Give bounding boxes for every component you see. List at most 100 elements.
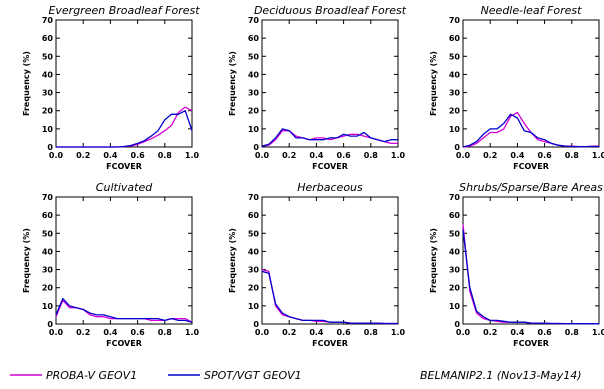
y-axis-label: Frequency (%) [228, 51, 237, 116]
chart-title: Needle-leaf Forest [481, 4, 583, 17]
y-tick-label: 60 [42, 211, 54, 220]
y-tick-label: 50 [248, 52, 260, 61]
x-axis-label: FCOVER [106, 339, 142, 348]
y-tick-label: 60 [248, 211, 260, 220]
x-tick-label: 0.8 [364, 328, 379, 337]
x-tick-label: 1.0 [185, 328, 200, 337]
y-tick-label: 40 [449, 70, 461, 79]
x-tick-label: 0.4 [510, 151, 525, 160]
chart-panel-5: Shrubs/Sparse/Bare Areas 0 10 20 30 40 50 60 70 0… [429, 181, 604, 348]
x-tick-label: 0.2 [282, 328, 296, 337]
legend: PROBA-V GEOV1 SPOT/VGT GEOV1 BELMANIP2.1… [10, 369, 582, 382]
y-tick-label: 20 [248, 284, 260, 293]
y-tick-label: 50 [449, 52, 461, 61]
x-tick-label: 0.0 [456, 328, 471, 337]
x-axis-label: FCOVER [513, 339, 549, 348]
legend-label-spot-vgt: SPOT/VGT GEOV1 [204, 369, 302, 382]
plot-frame [462, 196, 600, 325]
series-line-proba-v [261, 268, 398, 325]
y-tick-label: 40 [248, 70, 260, 79]
y-tick-label: 0 [47, 320, 53, 329]
x-tick-label: 0.0 [456, 151, 471, 160]
chart-title: Evergreen Broadleaf Forest [48, 4, 200, 17]
y-tick-label: 60 [248, 34, 260, 43]
y-tick-label: 20 [42, 284, 54, 293]
legend-label-proba-v: PROBA-V GEOV1 [46, 369, 137, 382]
series-line-spot-vgt [462, 229, 599, 325]
y-tick-label: 70 [248, 193, 260, 202]
x-tick-label: 0.8 [158, 151, 173, 160]
y-tick-label: 10 [42, 125, 54, 134]
y-tick-label: 40 [248, 247, 260, 256]
series-line-spot-vgt [56, 110, 193, 148]
x-tick-label: 0.8 [565, 328, 580, 337]
y-tick-label: 0 [253, 320, 259, 329]
x-tick-label: 0.4 [103, 328, 118, 337]
y-tick-label: 50 [248, 229, 260, 238]
y-tick-label: 20 [449, 107, 461, 116]
y-tick-label: 70 [42, 193, 54, 202]
y-tick-label: 40 [449, 247, 461, 256]
x-tick-label: 0.6 [337, 328, 352, 337]
x-tick-label: 0.6 [131, 328, 146, 337]
x-axis-label: FCOVER [106, 162, 142, 171]
x-tick-label: 0.4 [309, 328, 324, 337]
series-line-spot-vgt [462, 113, 599, 148]
series-line-spot-vgt [55, 297, 193, 323]
x-axis-label: FCOVER [312, 162, 348, 171]
y-tick-label: 0 [253, 143, 259, 152]
chart-panel-2: Needle-leaf Forest 0 10 20 30 40 50 60 70 0.0 0.2 0… [429, 4, 604, 171]
y-tick-label: 70 [449, 16, 461, 25]
chart-title: Cultivated [96, 181, 153, 194]
y-tick-label: 50 [42, 229, 54, 238]
chart-panel-4: Herbaceous 0 10 20 30 40 50 60 70 0.0 0.2 0.4 0.6 0.8… [228, 181, 406, 348]
y-tick-label: 30 [248, 89, 260, 98]
x-tick-label: 0.2 [76, 328, 90, 337]
y-tick-label: 70 [42, 16, 54, 25]
chart-panel-3: Cultivated 0 10 20 30 40 50 60 70 0.0 0.2 0.4 0.6 0.8… [22, 181, 200, 348]
chart-title: Herbaceous [297, 181, 363, 194]
y-tick-label: 30 [449, 266, 461, 275]
plot-frame [462, 19, 600, 148]
y-tick-label: 60 [449, 34, 461, 43]
x-tick-label: 0.2 [282, 151, 296, 160]
series-line-spot-vgt [261, 270, 398, 325]
x-tick-label: 0.4 [309, 151, 324, 160]
x-tick-label: 0.6 [538, 328, 553, 337]
y-tick-label: 30 [449, 89, 461, 98]
x-tick-label: 0.0 [255, 151, 270, 160]
y-tick-label: 0 [454, 320, 460, 329]
plot-frame [55, 19, 193, 148]
x-tick-label: 0.0 [49, 328, 64, 337]
x-tick-label: 0.6 [337, 151, 352, 160]
y-tick-label: 10 [42, 302, 54, 311]
panels: Evergreen Broadleaf Forest 0 10 20 30 40 50 60 7… [22, 4, 604, 348]
x-tick-label: 0.6 [131, 151, 146, 160]
x-tick-label: 0.2 [483, 328, 497, 337]
y-tick-label: 50 [449, 229, 461, 238]
chart-title: Deciduous Broadleaf Forest [254, 4, 407, 17]
y-tick-label: 20 [248, 107, 260, 116]
x-axis-label: FCOVER [312, 339, 348, 348]
series-line-spot-vgt [261, 128, 398, 147]
y-axis-label: Frequency (%) [429, 51, 438, 116]
y-axis-label: Frequency (%) [22, 51, 31, 116]
y-tick-label: 30 [42, 266, 54, 275]
y-tick-label: 10 [449, 125, 461, 134]
series-line-proba-v [56, 106, 193, 148]
y-tick-label: 10 [449, 302, 461, 311]
y-tick-label: 20 [449, 284, 461, 293]
x-tick-label: 0.8 [158, 328, 173, 337]
plot-frame [261, 196, 399, 325]
x-tick-label: 0.8 [364, 151, 379, 160]
y-tick-label: 30 [248, 266, 260, 275]
plot-frame [55, 196, 193, 325]
y-tick-label: 50 [42, 52, 54, 61]
x-tick-label: 1.0 [592, 151, 604, 160]
x-tick-label: 1.0 [592, 328, 604, 337]
x-tick-label: 0.4 [510, 328, 525, 337]
y-tick-label: 30 [42, 89, 54, 98]
y-tick-label: 60 [42, 34, 54, 43]
y-tick-label: 0 [454, 143, 460, 152]
